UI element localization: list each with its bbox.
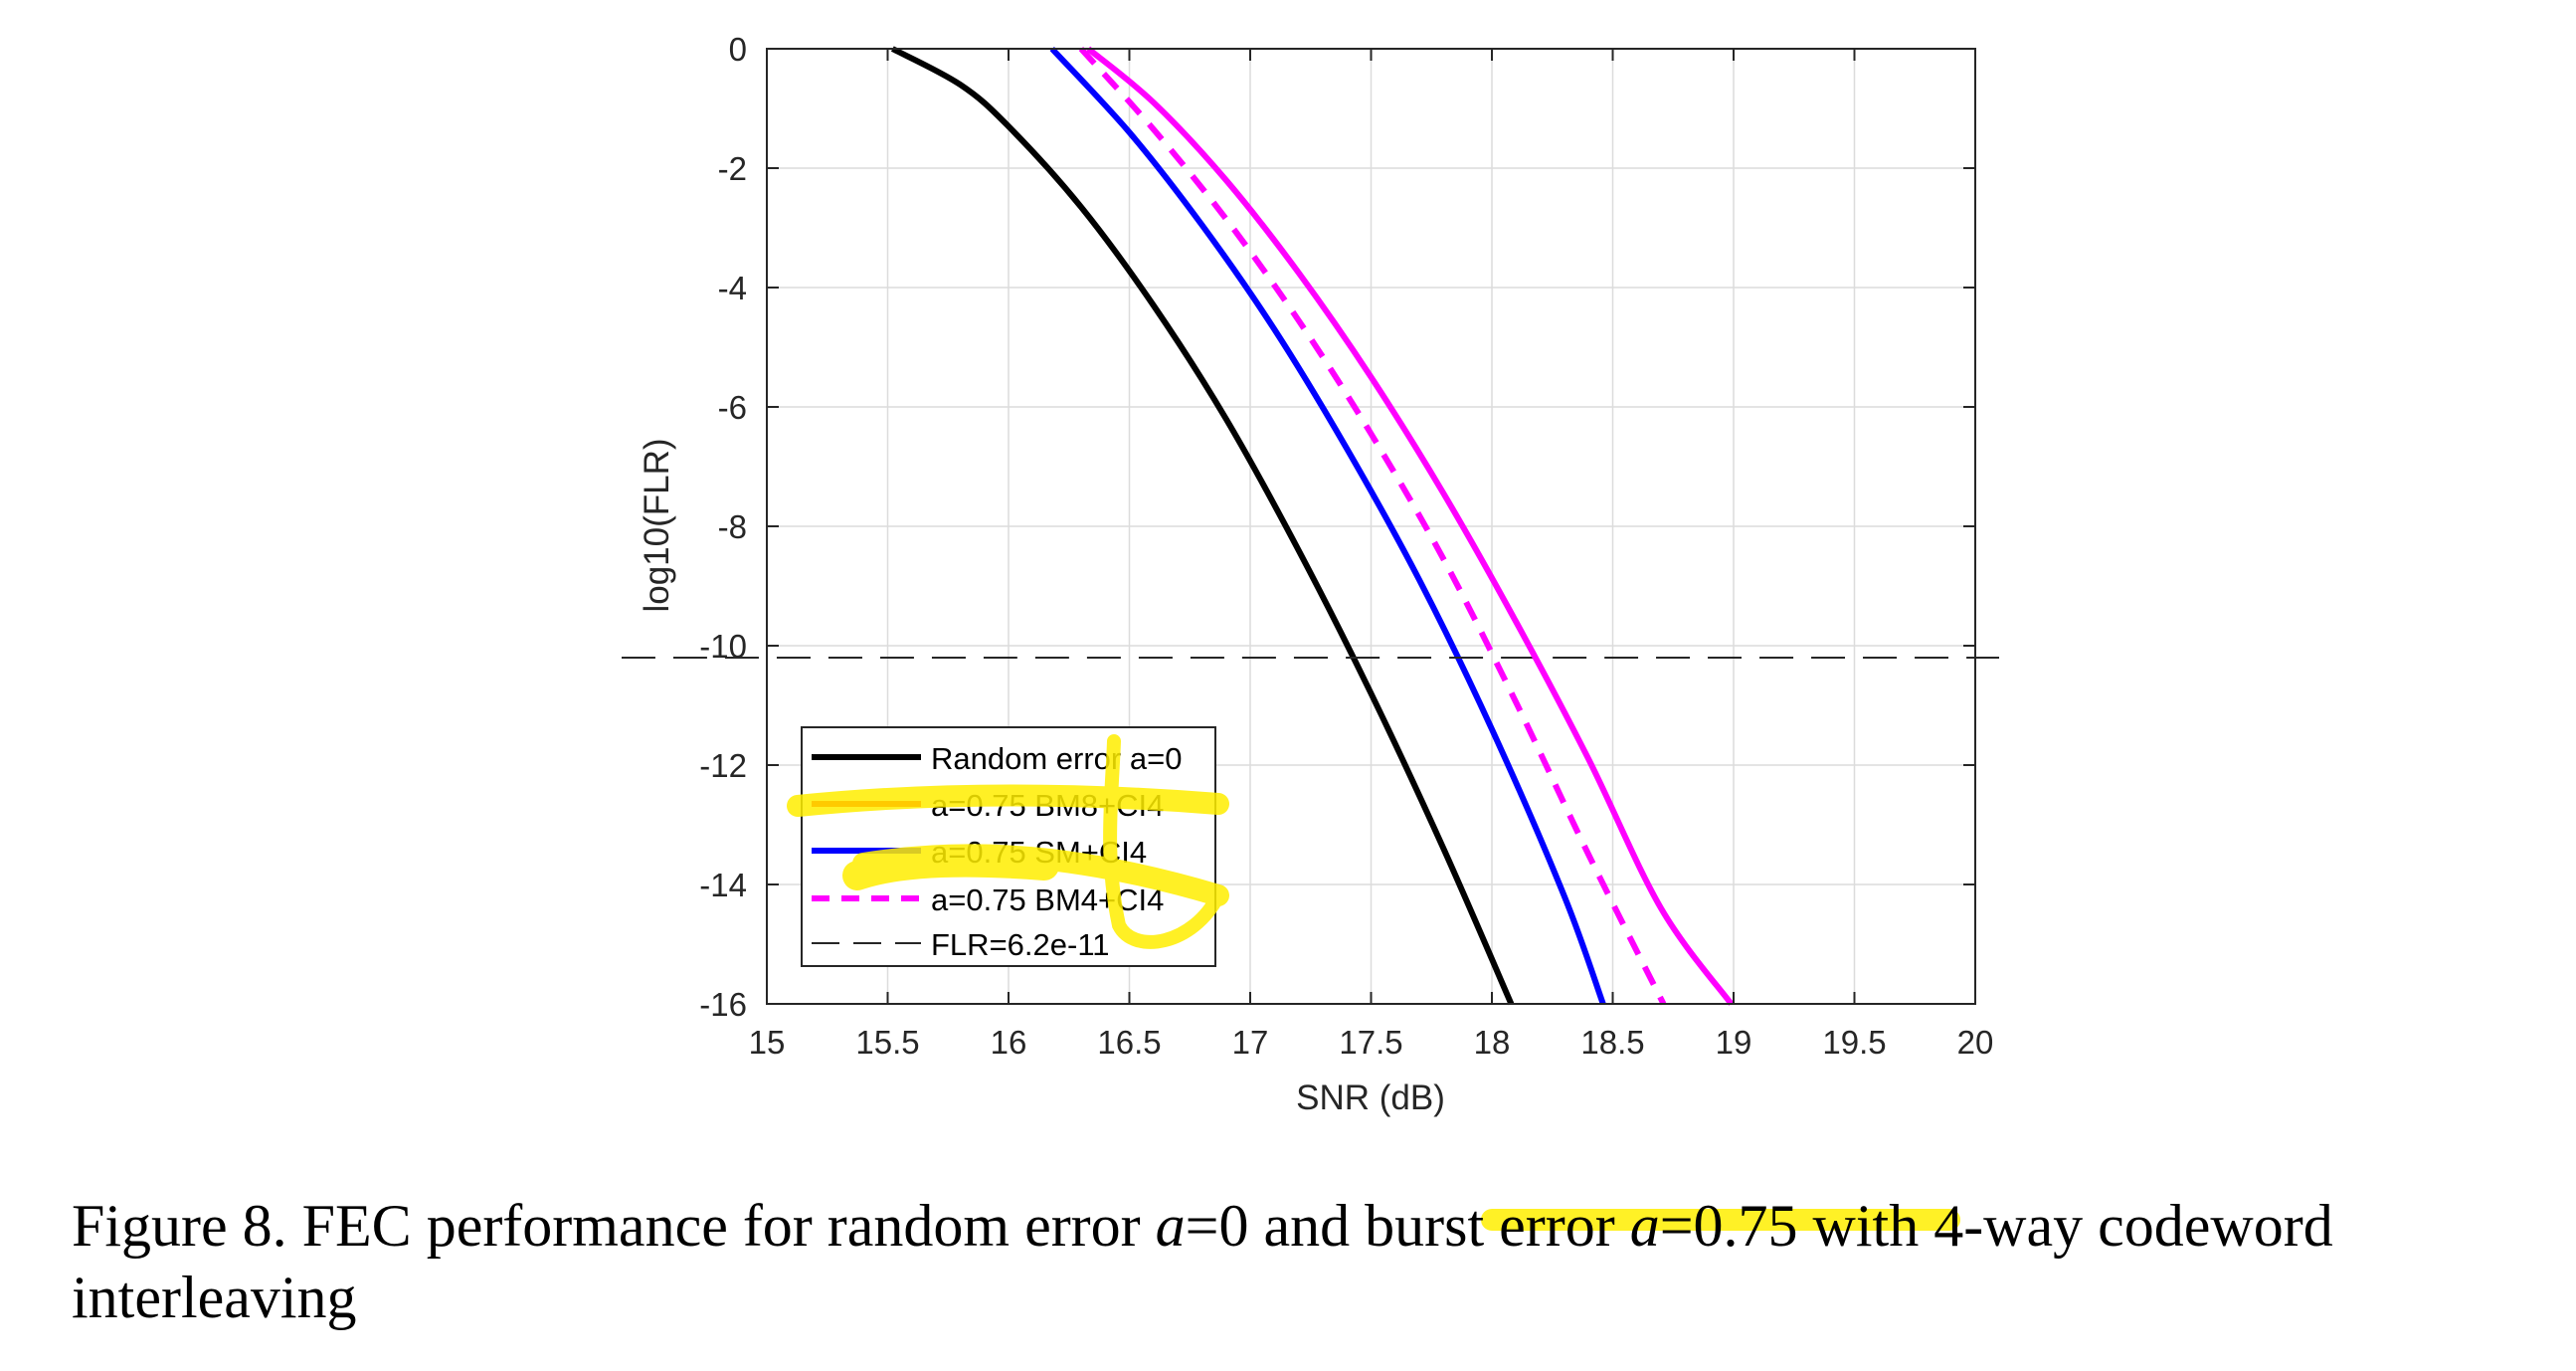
y-tick-label: -16 bbox=[699, 986, 747, 1023]
legend-entry-bm4-ci4: a=0.75 BM4+CI4 bbox=[812, 882, 1164, 917]
caption-variable-a: a bbox=[1155, 1193, 1186, 1259]
x-tick-label: 16.5 bbox=[1097, 1024, 1161, 1061]
x-tick-label: 20 bbox=[1957, 1024, 1994, 1061]
highlighter-stroke-loop bbox=[1103, 734, 1225, 949]
y-tick-label: -12 bbox=[699, 747, 747, 784]
caption-text-1: Figure 8. FEC performance for random err… bbox=[72, 1193, 1156, 1259]
series-layer bbox=[622, 46, 1999, 1006]
y-tick-label: -8 bbox=[718, 508, 747, 545]
highlighter-stroke-swatch bbox=[842, 847, 1059, 890]
caption-variable-a-burst: a bbox=[1629, 1193, 1660, 1259]
legend-entry-flr-threshold: FLR=6.2e-11 bbox=[812, 927, 1110, 962]
y-tick-label: -4 bbox=[718, 270, 747, 306]
caption-text-3: =0.75 with 4-way codeword interleaving bbox=[72, 1193, 2333, 1330]
legend-label-random-error: Random error a=0 bbox=[931, 741, 1182, 776]
y-tick-label: 0 bbox=[729, 31, 747, 68]
y-axis-label: log10(FLR) bbox=[638, 438, 676, 612]
x-tick-label: 19.5 bbox=[1822, 1024, 1886, 1061]
y-tick-label: -2 bbox=[718, 150, 747, 187]
legend-entry-random-error: Random error a=0 bbox=[812, 741, 1182, 776]
x-tick-label: 18.5 bbox=[1580, 1024, 1644, 1061]
x-tick-labels: 15 15.5 16 16.5 17 17.5 18 18.5 19 19.5 20 bbox=[749, 1024, 1994, 1061]
x-tick-label: 17.5 bbox=[1339, 1024, 1402, 1061]
x-tick-label: 16 bbox=[991, 1024, 1027, 1061]
y-tick-label: -6 bbox=[718, 389, 747, 426]
axis-ticks bbox=[766, 48, 1976, 1005]
series-line-3 bbox=[1078, 46, 1667, 1006]
y-tick-labels: 0 -2 -4 -6 -8 -10 -12 -14 -16 bbox=[699, 31, 747, 1023]
x-axis-label: SNR (dB) bbox=[1296, 1078, 1445, 1117]
x-tick-label: 15 bbox=[749, 1024, 786, 1061]
legend-label-bm4-ci4: a=0.75 BM4+CI4 bbox=[931, 882, 1164, 917]
legend-label-flr-threshold: FLR=6.2e-11 bbox=[931, 927, 1110, 962]
x-tick-label: 15.5 bbox=[855, 1024, 919, 1061]
x-tick-label: 19 bbox=[1716, 1024, 1752, 1061]
y-tick-label: -10 bbox=[699, 628, 747, 665]
series-line-5 bbox=[1086, 46, 1734, 1006]
y-tick-label: -14 bbox=[699, 867, 747, 903]
series-line-2 bbox=[1049, 46, 1606, 1006]
x-tick-label: 17 bbox=[1232, 1024, 1269, 1061]
figure-caption: Figure 8. FEC performance for random err… bbox=[72, 1190, 2558, 1333]
highlighter-scribbles bbox=[787, 734, 1960, 1231]
caption-text-2: =0 and burst error bbox=[1185, 1193, 1630, 1259]
series-line-0 bbox=[890, 46, 1515, 1006]
x-tick-label: 18 bbox=[1474, 1024, 1511, 1061]
